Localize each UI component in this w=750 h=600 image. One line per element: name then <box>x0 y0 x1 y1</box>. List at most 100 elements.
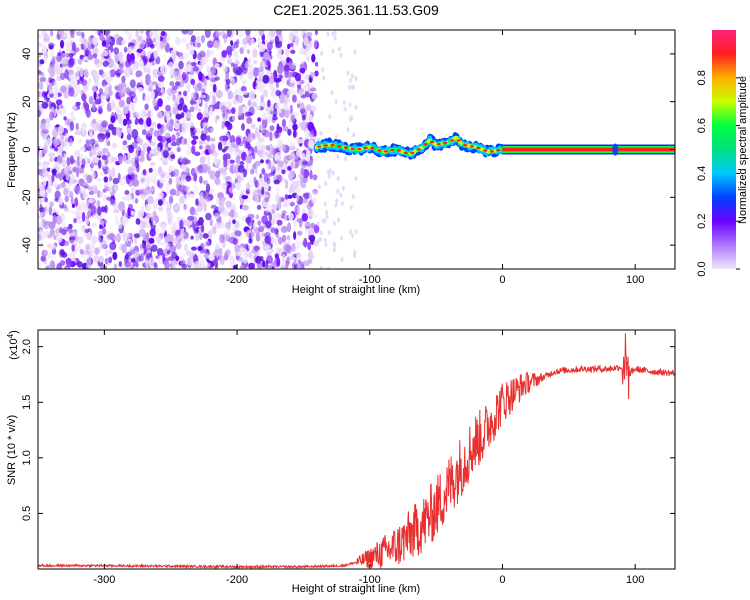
spectrogram-noise-cell <box>63 90 70 99</box>
spectrogram-noise-cell <box>277 236 283 245</box>
spectrogram-noise-cell <box>123 154 127 164</box>
spectrogram-noise-cell <box>84 228 90 234</box>
spectrogram-noise-cell <box>330 90 334 96</box>
spectrogram-noise-cell <box>172 93 176 102</box>
chart-title: C2E1.2025.361.11.53.G09 <box>273 2 439 18</box>
spectrogram-noise-cell <box>54 61 60 69</box>
spectrogram-noise-cell <box>81 79 88 86</box>
spectrogram-noise-cell <box>118 63 124 70</box>
spectrogram-noise-cell <box>43 144 48 155</box>
spectrogram-noise-cell <box>305 50 312 58</box>
spectrogram-noise-cell <box>172 107 179 115</box>
spectrogram-noise-cell <box>186 82 191 93</box>
spectrogram-noise-cell <box>199 156 206 165</box>
spectrogram-noise-cell <box>277 160 284 167</box>
spectrogram-noise-cell <box>48 45 54 50</box>
spectrogram-noise-cell <box>255 195 260 204</box>
spectrogram-noise-cell <box>255 226 259 234</box>
spectrogram-noise-cell <box>267 99 271 108</box>
spectrogram-noise-cell <box>117 52 123 62</box>
spectrogram-noise-cell <box>328 114 332 120</box>
spectrogram-noise-cell <box>269 125 275 131</box>
spectrogram-noise-cell <box>145 204 152 212</box>
spectrogram-noise-cell <box>176 146 181 153</box>
spectrogram-noise-cell <box>302 32 309 38</box>
spectrogram-noise-cell <box>100 206 106 213</box>
spectrogram-carrier-core <box>502 147 675 152</box>
spectrogram-noise-cell <box>176 137 181 147</box>
spectrogram-noise-cell <box>268 146 276 156</box>
spectrogram-noise-cell <box>133 149 139 158</box>
spectrogram-noise-cell <box>90 160 95 168</box>
spectrogram-noise-cell <box>269 131 273 142</box>
spectrogram-noise-cell <box>194 151 201 157</box>
spectrogram-noise-cell <box>104 30 111 35</box>
spectrogram-noise-cell <box>69 121 75 131</box>
spectrogram-noise-cell <box>204 30 211 38</box>
spectrogram-noise-cell <box>268 212 272 222</box>
spectrogram-noise-cell <box>77 104 81 110</box>
spectrogram-noise-cell <box>39 212 43 218</box>
colorbar-tick-label: 0.0 <box>696 261 708 276</box>
spectrogram-noise-cell <box>98 255 105 263</box>
spectrogram-noise-cell <box>290 42 294 48</box>
spectrogram-noise-cell <box>272 109 278 117</box>
spectrogram-noise-cell <box>99 172 104 177</box>
x-tick-label: 0 <box>499 574 505 586</box>
spectrogram-noise-cell <box>124 190 130 195</box>
spectrogram-noise-cell <box>121 216 129 225</box>
spectrogram-noise-cell <box>339 52 343 58</box>
spectrogram-noise-cell <box>78 139 82 144</box>
spectrogram-noise-cell <box>203 77 208 87</box>
spectrogram-noise-cell <box>246 49 250 54</box>
spectrogram-noise-cell <box>340 257 344 263</box>
spectrogram-noise-cell <box>133 236 138 245</box>
spectrogram-noise-cell <box>64 69 69 79</box>
spectrogram-noise-cell <box>260 159 264 164</box>
spectrogram-noise-cell <box>68 87 75 97</box>
spectrogram-noise-cell <box>79 248 84 255</box>
spectrogram-noise-cell <box>179 97 185 106</box>
spectrogram-noise-cell <box>190 92 197 101</box>
spectrogram-noise-cell <box>59 106 67 116</box>
spectrogram-noise-cell <box>325 209 328 215</box>
spectrogram-noise-cell <box>52 126 58 131</box>
spectrogram-noise-cell <box>98 69 104 76</box>
spectrogram-noise-cell <box>219 256 225 266</box>
spectrogram-noise-cell <box>206 40 214 48</box>
spectrogram-noise-cell <box>76 185 80 193</box>
spectrogram-noise-cell <box>118 261 123 267</box>
spectrogram-noise-cell <box>130 45 135 54</box>
spectrogram-noise-cell <box>303 193 310 200</box>
spectrogram-noise-cell <box>138 39 145 50</box>
spectrogram-noise-cell <box>220 220 224 230</box>
snr-y-scale-label: (x104) <box>6 330 20 360</box>
spectrogram-noise-cell <box>351 194 355 200</box>
spectrogram-noise-cell <box>350 73 354 79</box>
spectrogram-noise-cell <box>165 202 171 209</box>
spectrogram-noise-cell <box>282 234 287 243</box>
spectrogram-noise-cell <box>327 230 331 236</box>
spectrogram-noise-cell <box>149 30 153 38</box>
spectrogram-noise-cell <box>241 195 249 200</box>
y-tick-label: 1.5 <box>21 395 33 410</box>
colorbar-tick-label: 0.6 <box>696 118 708 133</box>
spectrogram-noise-cell <box>267 31 271 37</box>
spectrogram-noise-cell <box>165 187 170 195</box>
spectrogram-noise-cell <box>198 71 203 81</box>
spectrogram-noise-cell <box>261 232 266 237</box>
spectrogram-noise-cell <box>162 160 168 166</box>
spectrogram-noise-cell <box>248 90 256 100</box>
spectrogram-noise-cell <box>259 150 264 159</box>
spectrogram-noise-cell <box>247 132 253 143</box>
spectrogram-noise-cell <box>264 235 272 244</box>
y-tick-label: 20 <box>21 96 33 108</box>
spectrogram-noise-cell <box>303 260 310 267</box>
spectrogram-signal-peak <box>390 149 395 152</box>
spectrogram-noise-cell <box>258 125 263 131</box>
spectrogram-noise-cell <box>205 241 212 246</box>
spectrogram-noise-cell <box>323 218 327 224</box>
spectrogram-noise-cell <box>151 169 159 177</box>
spectrogram-noise-cell <box>91 222 98 228</box>
spectrogram-noise-cell <box>322 75 326 81</box>
